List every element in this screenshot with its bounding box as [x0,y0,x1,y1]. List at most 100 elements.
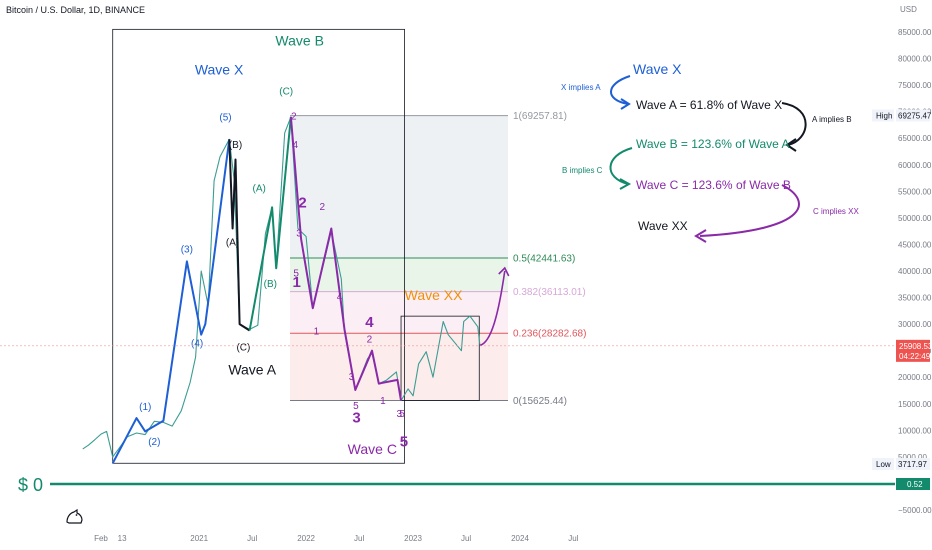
arrowhead-b-to-c [619,178,632,190]
wave-line-black-abc [228,139,251,332]
y-tick-label: 10000.00 [898,426,932,435]
y-tick-label: 40000.00 [898,267,932,276]
high-tag-label: High [876,112,892,121]
fib-label: 0(15625.44) [513,396,567,407]
wave-label: (A) [253,183,266,194]
time-axis: Feb 13 2021 Jul 2022 Jul 2023 Jul 2024 Jul [94,534,579,543]
low-value-box [896,458,930,470]
wave-boxes [112,28,480,464]
note-wave-xx: Wave XX [638,219,688,233]
wave-label: (B) [264,279,277,290]
wave-label: 2 [319,202,325,213]
note-wave-b: Wave B = 123.6% of Wave A [636,137,790,151]
wave-annotation: Wave X [195,61,244,77]
wave-line-blue-impulse [111,139,231,464]
low-tag [872,458,894,470]
y-tick-label: −5000.00 [898,506,932,515]
y-tick-label: 35000.00 [898,294,932,303]
arrowhead-x-to-a [620,98,631,110]
fib-band [290,291,508,334]
y-tick-label: 60000.00 [898,161,932,170]
wave-label: 4 [292,140,298,151]
x-tick-label: Jul [354,534,364,543]
note-a-implies-b: A implies B [812,115,852,124]
y-tick-label: 50000.00 [898,214,932,223]
fib-label: 0.236(28282.68) [513,329,586,340]
currency-label: USD [900,5,917,14]
wave-labels: (1)(2)(3)(4)(5)(B)(A)(C)(A)(B)(C)2435241… [139,32,463,457]
fib-label: 0.5(42441.63) [513,254,575,265]
wave-label: 3 [349,372,355,383]
zero-value-box [896,478,930,490]
zero-value: 0.52 [907,480,923,489]
x-tick-label: 2021 [190,534,208,543]
projection-arrowhead [498,266,510,277]
note-wave-c: Wave C = 123.6% of Wave B [636,178,791,192]
x-tick-label: Jul [247,534,257,543]
wave-label: (3) [181,244,193,255]
wave-line-green-abc [248,116,292,331]
y-tick-label: 65000.00 [898,134,932,143]
projection-curve [479,270,506,347]
arrow-x-to-a [610,75,631,105]
wave-count-label: 3 [352,409,360,426]
wave-label: 2 [367,335,373,346]
wave-count-label: 4 [365,314,374,331]
wave-label: 3 [296,228,302,239]
wave-label: 5 [293,268,299,279]
wave-box [400,315,480,401]
symbol-title: Bitcoin / U.S. Dollar, 1D, BINANCE [6,5,146,15]
fib-label: 1(69257.81) [513,111,567,122]
y-tick-label: 55000.00 [898,187,932,196]
wave-label: 1 [380,396,386,407]
wave-label: 5 [353,401,359,412]
note-c-implies-xx: C implies XX [813,207,859,216]
note-x-implies-a: X implies A [561,83,601,92]
wave-lines [111,116,510,464]
note-wave-x: Wave X [633,61,682,77]
arrow-a-to-b [781,102,807,146]
wave-annotation: Wave B [275,32,324,48]
x-tick-label: Feb [94,534,108,543]
y-tick-label: 75000.00 [898,81,932,90]
y-tick-label: 80000.00 [898,55,932,64]
x-tick-label: 2024 [511,534,529,543]
wave-annotation: Wave A [228,362,276,378]
note-b-implies-c: B implies C [562,166,603,175]
last-price-box [896,339,930,362]
wave-label: (B) [229,140,242,151]
low-value: 3717.97 [898,460,927,469]
wave-label: (C) [236,343,250,354]
high-value-box [896,109,930,122]
y-tick-label: 5000.00 [898,453,927,462]
x-tick-label: Jul [461,534,471,543]
arrow-c-to-xx [699,184,800,237]
arrow-b-to-c [609,147,633,185]
wave-label: (C) [279,87,293,98]
wave-label: (5) [219,113,231,124]
wave-label: (2) [148,437,160,448]
wave-notes: Wave X X implies A Wave A = 61.8% of Wave … [561,61,859,243]
fib-band [290,258,508,292]
x-tick-label: 2023 [404,534,422,543]
x-tick-label: 2022 [297,534,315,543]
countdown: 04:22:49 [899,352,931,361]
fib-band [290,115,508,259]
wave-box [112,28,405,464]
high-value: 69275.47 [898,112,932,121]
wave-line-purple-5wave [289,116,402,401]
wave-label: 1 [314,327,320,338]
fib-label: 0.382(36113.01) [513,287,586,298]
zero-label: $ 0 [18,475,43,495]
wave-annotation: Wave XX [405,287,463,303]
wave-label: 4 [337,292,343,303]
wave-label: 5 [399,409,405,420]
wave-label: (4) [191,338,203,349]
last-price-value: 25908.53 [899,342,932,351]
wave-label: 3 [396,409,402,420]
y-tick-label: 30000.00 [898,320,932,329]
y-tick-label: 15000.00 [898,400,932,409]
tradingview-logo-icon [66,508,83,524]
